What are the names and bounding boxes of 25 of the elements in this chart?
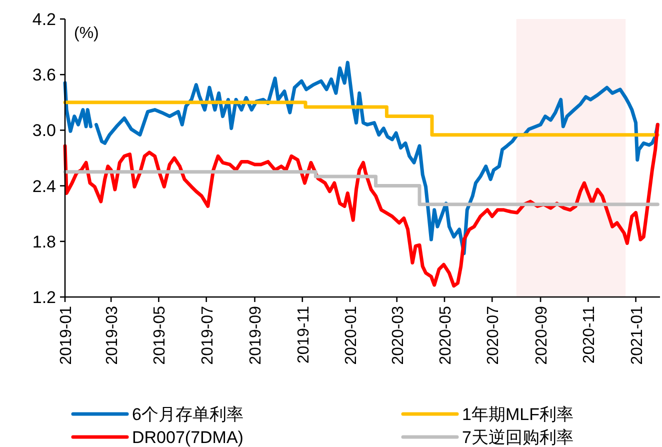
x-tick-label: 2020-07 — [485, 306, 502, 365]
x-tick-label: 2019-03 — [104, 306, 122, 365]
x-tick-label: 2020-01 — [343, 306, 360, 365]
x-tick-label: 2021-01 — [628, 306, 646, 365]
y-tick-label: 3.0 — [32, 121, 56, 140]
x-tick-label: 2020-03 — [390, 306, 407, 365]
y-axis-title: (%) — [74, 25, 99, 42]
x-tick-label: 2019-01 — [58, 306, 75, 365]
y-tick-label: 1.8 — [32, 232, 56, 252]
legend-label: DR007(7DMA) — [132, 428, 244, 447]
legend-label: 7天逆回购利率 — [462, 428, 574, 447]
x-tick-label: 2020-05 — [437, 306, 454, 365]
y-tick-label: 4.2 — [32, 10, 56, 29]
y-tick-label: 3.6 — [32, 66, 56, 85]
legend-label: 6个月存单利率 — [132, 405, 244, 424]
y-tick-label: 1.2 — [32, 288, 56, 307]
x-tick-label: 2019-09 — [248, 306, 265, 365]
x-tick-label: 2020-09 — [534, 306, 551, 365]
x-tick-label: 2019-07 — [199, 306, 216, 365]
x-tick-label: 2019-05 — [152, 306, 169, 365]
x-tick-label: 2020-11 — [581, 306, 598, 364]
legend-label: 1年期MLF利率 — [462, 405, 574, 424]
line-series — [63, 122, 660, 288]
x-tick-label: 2019-11 — [295, 306, 312, 364]
y-tick-label: 2.4 — [32, 176, 56, 196]
